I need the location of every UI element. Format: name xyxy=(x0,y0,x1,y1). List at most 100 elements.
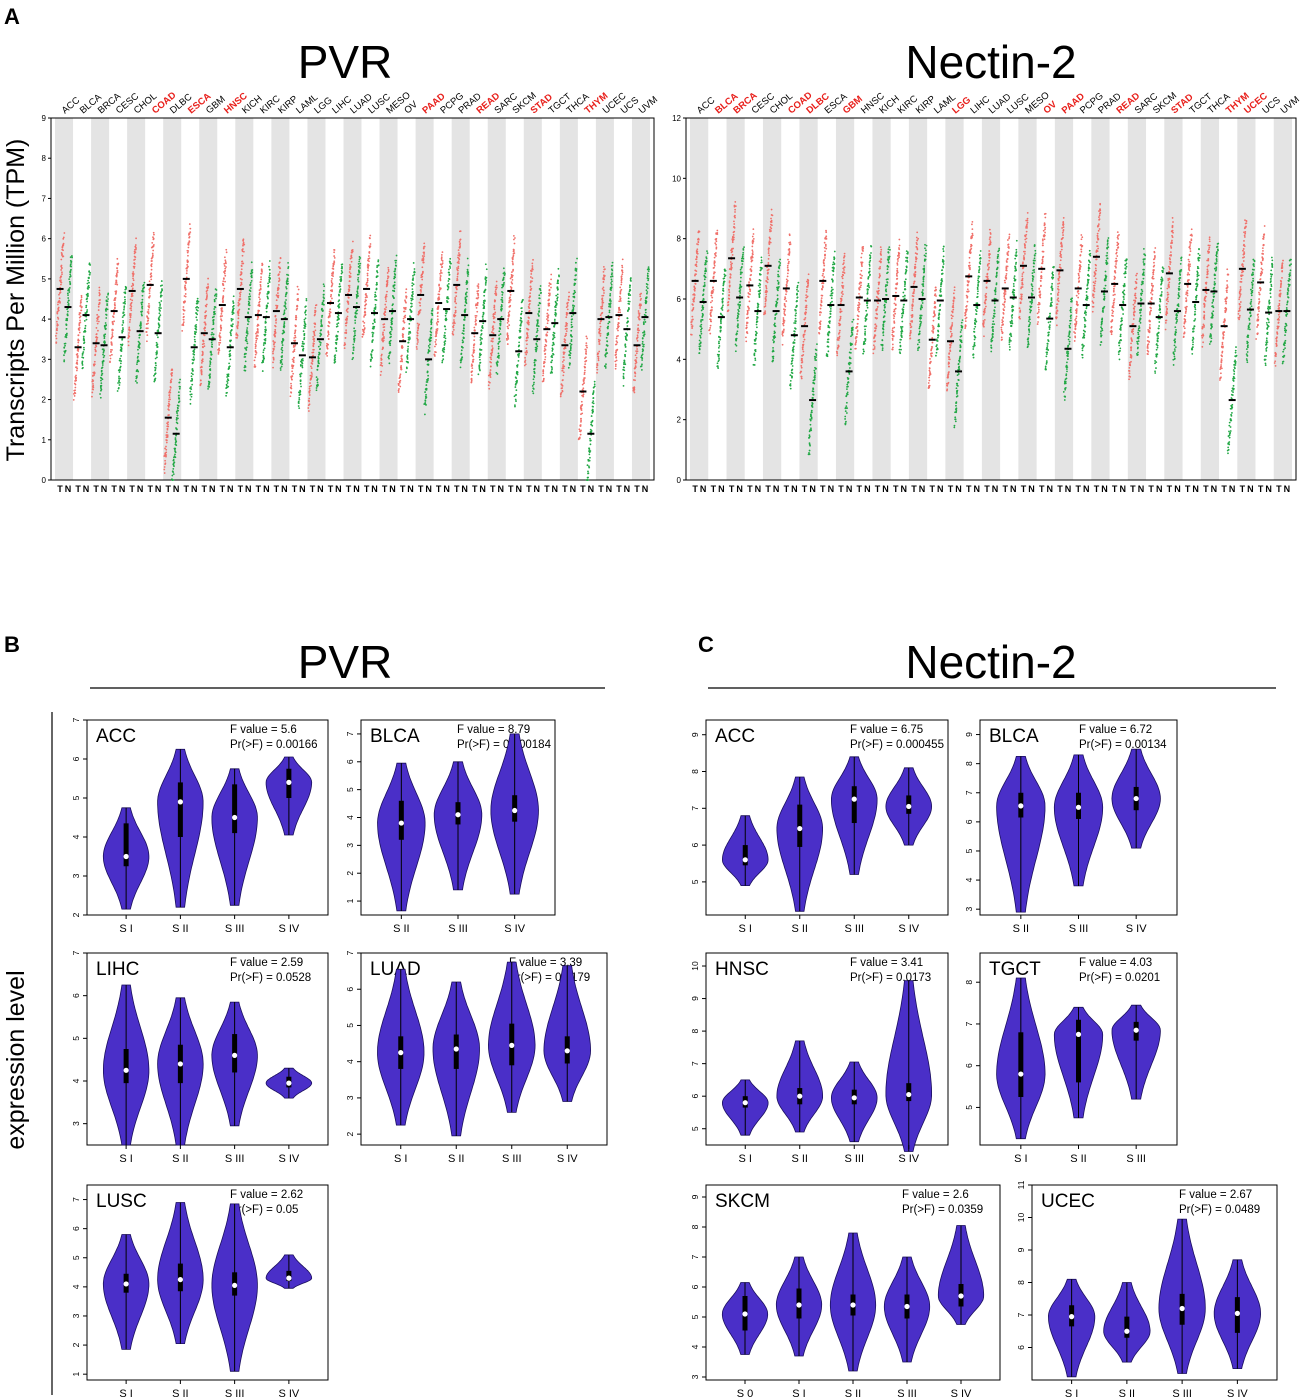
pvr-tumor-point xyxy=(387,268,390,271)
pvr-tumor-point xyxy=(79,319,81,322)
pvr-normal-point xyxy=(588,448,591,451)
pvr-tumor-point xyxy=(274,328,277,331)
pvr-normal-point xyxy=(194,340,197,343)
pvr-tumor-point xyxy=(222,299,224,302)
pvr-tumor-point xyxy=(203,345,206,348)
pvr-normal-point xyxy=(197,306,200,309)
pvr-tumor-point xyxy=(296,307,299,310)
pvr-normal-point xyxy=(444,340,447,342)
pvr-normal-point xyxy=(501,300,504,303)
pvr-tumor-point xyxy=(420,289,422,291)
pvr-tumor-point xyxy=(294,316,297,319)
pvr-tumor-point xyxy=(218,347,220,350)
pvr-tumor-point xyxy=(366,272,369,275)
pvr-tumor-point xyxy=(544,353,546,356)
pvr-normal-point xyxy=(82,351,85,353)
pvr-normal-point xyxy=(178,381,181,384)
pvr-tumor-point xyxy=(221,310,224,313)
pvr-normal-point xyxy=(358,260,361,263)
pvr-normal-point xyxy=(607,332,610,334)
pvr-tumor-point xyxy=(274,330,277,333)
pvr-band xyxy=(343,118,362,480)
pvr-normal-point xyxy=(63,354,65,357)
pvr-tumor-point xyxy=(253,359,256,362)
pvr-tumor-point xyxy=(296,305,299,308)
pvr-normal-point xyxy=(478,365,481,368)
pvr-normal-point xyxy=(593,380,596,383)
pvr-normal-point xyxy=(503,271,506,274)
nectin2-y-tick-label: 0 xyxy=(677,476,682,485)
pvr-tumor-point xyxy=(308,397,311,400)
pvr-tumor-point xyxy=(189,227,192,230)
pvr-normal-point xyxy=(570,338,573,341)
pvr-tumor-point xyxy=(114,292,117,295)
pvr-tumor-point xyxy=(491,337,494,340)
pvr-normal-point xyxy=(648,268,650,271)
nectin2-normal-point xyxy=(698,339,701,342)
pvr-tumor-point xyxy=(525,339,528,342)
pvr-normal-point xyxy=(590,415,593,417)
pvr-tumor-point xyxy=(258,301,260,304)
pvr-normal-point xyxy=(481,315,484,318)
pvr-normal-point xyxy=(286,278,289,280)
pvr-normal-point xyxy=(623,369,626,372)
pvr-tumor-point xyxy=(62,236,65,239)
pvr-normal-point xyxy=(550,365,553,368)
pvr-tumor-point xyxy=(150,278,153,281)
pvr-tumor-point xyxy=(508,310,511,313)
pvr-normal-point xyxy=(496,363,499,366)
pvr-normal-point xyxy=(177,391,180,394)
pvr-tumor-point xyxy=(562,359,565,362)
pvr-tumor-point xyxy=(147,308,150,311)
pvr-tumor-point xyxy=(186,251,189,254)
pvr-tumor-point xyxy=(440,263,443,266)
pvr-tumor-point xyxy=(451,330,454,333)
pvr-tumor-point xyxy=(621,258,624,261)
pvr-normal-point xyxy=(522,298,524,301)
pvr-normal-point xyxy=(209,357,212,360)
pvr-normal-point xyxy=(406,354,409,357)
pvr-tumor-point xyxy=(62,242,65,245)
pvr-tumor-point xyxy=(80,301,82,304)
pvr-normal-point xyxy=(572,300,575,302)
pvr-tumor-point xyxy=(237,312,240,314)
pvr-tumor-point xyxy=(217,351,220,354)
pvr-normal-point xyxy=(428,346,431,349)
pvr-tumor-point xyxy=(472,358,475,361)
pvr-normal-point xyxy=(466,268,469,271)
pvr-tumor-point xyxy=(599,314,602,317)
nectin2-tumor-point xyxy=(695,273,697,276)
pvr-normal-point xyxy=(449,257,452,260)
pvr-tumor-point xyxy=(313,325,316,328)
pvr-tumor-point xyxy=(562,367,565,370)
pvr-normal-point xyxy=(408,336,411,339)
pvr-tumor-point xyxy=(129,307,132,310)
pvr-normal-point xyxy=(515,394,518,396)
pvr-normal-point xyxy=(463,327,465,330)
pvr-normal-point xyxy=(536,327,539,330)
pvr-normal-point xyxy=(247,300,250,303)
pvr-tumor-point xyxy=(530,287,533,290)
pvr-normal-point xyxy=(105,296,108,298)
pvr-tumor-point xyxy=(169,379,172,382)
pvr-normal-point xyxy=(316,368,319,371)
pvr-tumor-point xyxy=(78,324,81,327)
pvr-tumor-point xyxy=(151,260,153,262)
pvr-tumor-point xyxy=(272,366,274,369)
pvr-normal-point xyxy=(287,267,290,270)
pvr-tumor-point xyxy=(200,372,203,375)
pvr-normal-point xyxy=(463,337,465,339)
pvr-normal-point xyxy=(281,351,283,354)
pvr-normal-point xyxy=(462,324,465,327)
pvr-normal-point xyxy=(337,314,340,317)
pvr-normal-point xyxy=(211,346,214,348)
pvr-normal-point xyxy=(208,385,211,388)
pvr-tumor-point xyxy=(531,262,534,265)
pvr-normal-point xyxy=(358,264,361,267)
pvr-tumor-point xyxy=(92,382,94,385)
pvr-normal-point xyxy=(592,390,595,392)
nectin2-y-tick-label: 4 xyxy=(677,355,682,364)
pvr-tumor-point xyxy=(56,316,59,319)
pvr-tumor-point xyxy=(207,283,209,285)
pvr-normal-point xyxy=(244,355,247,358)
